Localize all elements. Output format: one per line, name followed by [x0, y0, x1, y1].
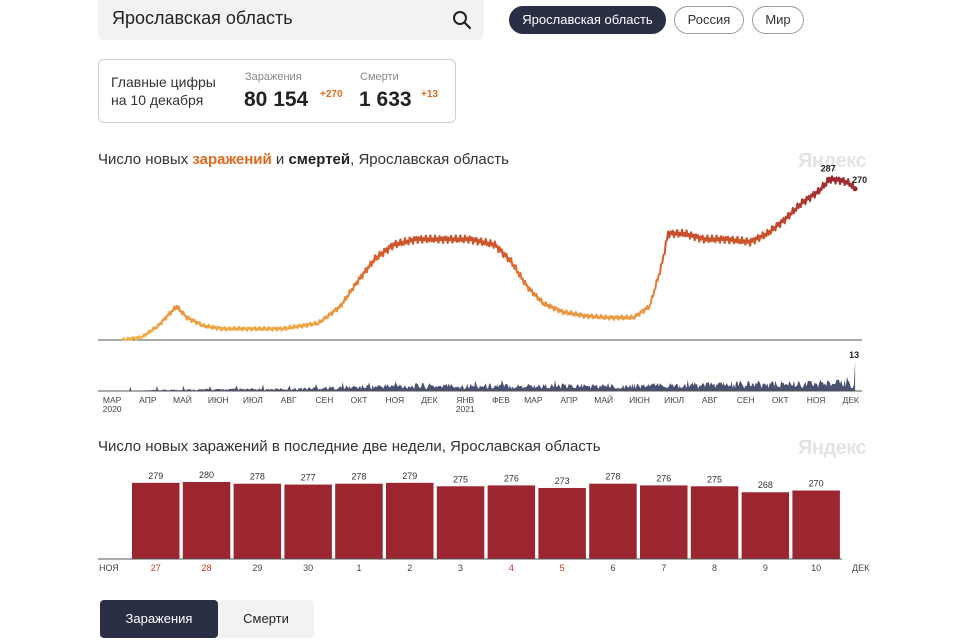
search-icon[interactable]	[452, 10, 472, 30]
x-tick-label: МАЙ	[594, 394, 613, 405]
x-tick-label: ИЮЛ	[243, 395, 263, 405]
x-tick-label: СЕН	[737, 395, 755, 405]
bar	[386, 482, 434, 559]
x-tick-label: МАР	[103, 395, 122, 405]
bar-category-label: 3	[458, 563, 463, 573]
bar	[436, 486, 485, 559]
month-label-left: НОЯ	[99, 563, 119, 573]
deaths-value-label: 13	[849, 350, 859, 360]
x-tick-label: ФЕВ	[492, 395, 510, 405]
cases-value-label: 270	[852, 175, 867, 185]
cases-caption: Заражения	[245, 71, 302, 83]
bar	[335, 483, 383, 559]
bar-value-label: 276	[504, 473, 519, 483]
x-tick-label: АПР	[560, 395, 578, 405]
key-figures-panel: Главные цифры на 10 декабря Заражения 80…	[98, 59, 456, 123]
deaths-delta: +13	[421, 89, 438, 100]
bar-value-label: 279	[402, 471, 417, 481]
bar-category-label: 1	[356, 563, 361, 573]
month-label-right: ДЕК	[852, 563, 870, 573]
bar-category-label: 30	[303, 563, 313, 573]
bar-value-label: 278	[250, 472, 265, 482]
bar-value-label: 270	[809, 479, 824, 489]
x-tick-label: НОЯ	[385, 395, 404, 405]
bar-value-label: 275	[707, 474, 722, 484]
bar-category-label: 9	[763, 563, 768, 573]
bar	[741, 492, 790, 559]
key-figures-label: Главные цифры на 10 декабря	[111, 74, 216, 108]
bar-chart: 279 27 280 28 278 29 277 30 278 1 279 2 275 3 276 4 273 5…	[98, 470, 870, 573]
tab-deaths[interactable]: Смерти	[218, 600, 314, 638]
region-button-world[interactable]: Мир	[752, 6, 804, 34]
bar	[284, 484, 332, 559]
region-button-yaroslavl[interactable]: Ярославская область	[509, 6, 666, 34]
deaths-area	[122, 361, 856, 391]
bar	[182, 482, 231, 559]
x-tick-label: МАЙ	[173, 394, 192, 405]
bar-value-label: 273	[555, 476, 570, 486]
x-tick-label: ИЮН	[629, 395, 650, 405]
x-tick-label: НОЯ	[807, 395, 826, 405]
bar	[538, 487, 586, 559]
search-box[interactable]: Ярославская область	[98, 0, 484, 40]
bar-value-label: 280	[199, 470, 214, 480]
bar-category-label: 28	[202, 563, 212, 573]
x-tick-label: АПР	[139, 395, 157, 405]
search-input[interactable]: Ярославская область	[112, 8, 293, 28]
bar-category-label: 27	[151, 563, 161, 573]
bar	[132, 482, 180, 559]
bar-category-label: 6	[610, 563, 615, 573]
bar-value-label: 279	[148, 471, 163, 481]
cases-delta: +270	[320, 89, 343, 100]
bar-value-label: 278	[605, 472, 620, 482]
x-tick-label: АВГ	[281, 395, 297, 405]
x-tick-label: СЕН	[315, 395, 333, 405]
chart-title-main: Число новых заражений и смертей, Ярослав…	[98, 151, 509, 168]
bar	[690, 486, 739, 559]
bar	[487, 485, 536, 559]
x-tick-label: ОКТ	[772, 395, 789, 405]
bar-value-label: 275	[453, 474, 468, 484]
cases-value-label: 287	[821, 163, 836, 173]
bar-value-label: 277	[301, 473, 316, 483]
x-tick-year: 2021	[456, 404, 475, 414]
bar-category-label: 29	[252, 563, 262, 573]
cases-label-dot	[852, 186, 858, 192]
cases-line	[121, 175, 856, 341]
x-tick-year: 2020	[103, 404, 122, 414]
deaths-caption: Смерти	[360, 71, 399, 83]
bar-category-label: 10	[811, 563, 821, 573]
x-tick-label: ОКТ	[351, 395, 368, 405]
x-tick-label: ДЕК	[421, 395, 437, 405]
bar	[640, 485, 688, 559]
x-tick-label: ЯНВ	[456, 395, 474, 405]
bar-category-label: 7	[661, 563, 666, 573]
bar-category-label: 2	[407, 563, 412, 573]
x-tick-label: АВГ	[702, 395, 718, 405]
chart-title-bars: Число новых заражений в последние две не…	[98, 438, 601, 455]
x-tick-label: ИЮН	[208, 395, 229, 405]
bar-category-label: 4	[509, 563, 514, 573]
x-tick-label: ДЕК	[842, 395, 858, 405]
yandex-watermark: Яндекс	[798, 150, 867, 172]
x-tick-label: ИЮЛ	[664, 395, 684, 405]
region-button-russia[interactable]: Россия	[674, 6, 744, 34]
cases-label-dot	[827, 176, 833, 182]
x-tick-label: МАР	[524, 395, 543, 405]
bar-value-label: 276	[656, 473, 671, 483]
cases-value: 80 154	[244, 88, 309, 111]
bar-value-label: 278	[351, 472, 366, 482]
yandex-watermark-2: Яндекс	[798, 437, 867, 459]
bar	[589, 483, 637, 559]
bar-category-label: 8	[712, 563, 717, 573]
deaths-value: 1 633	[359, 88, 412, 111]
bar-value-label: 268	[758, 480, 773, 490]
tab-infections[interactable]: Заражения	[100, 600, 218, 638]
bar-category-label: 5	[560, 563, 565, 573]
bar	[792, 490, 840, 559]
bar	[233, 483, 282, 559]
